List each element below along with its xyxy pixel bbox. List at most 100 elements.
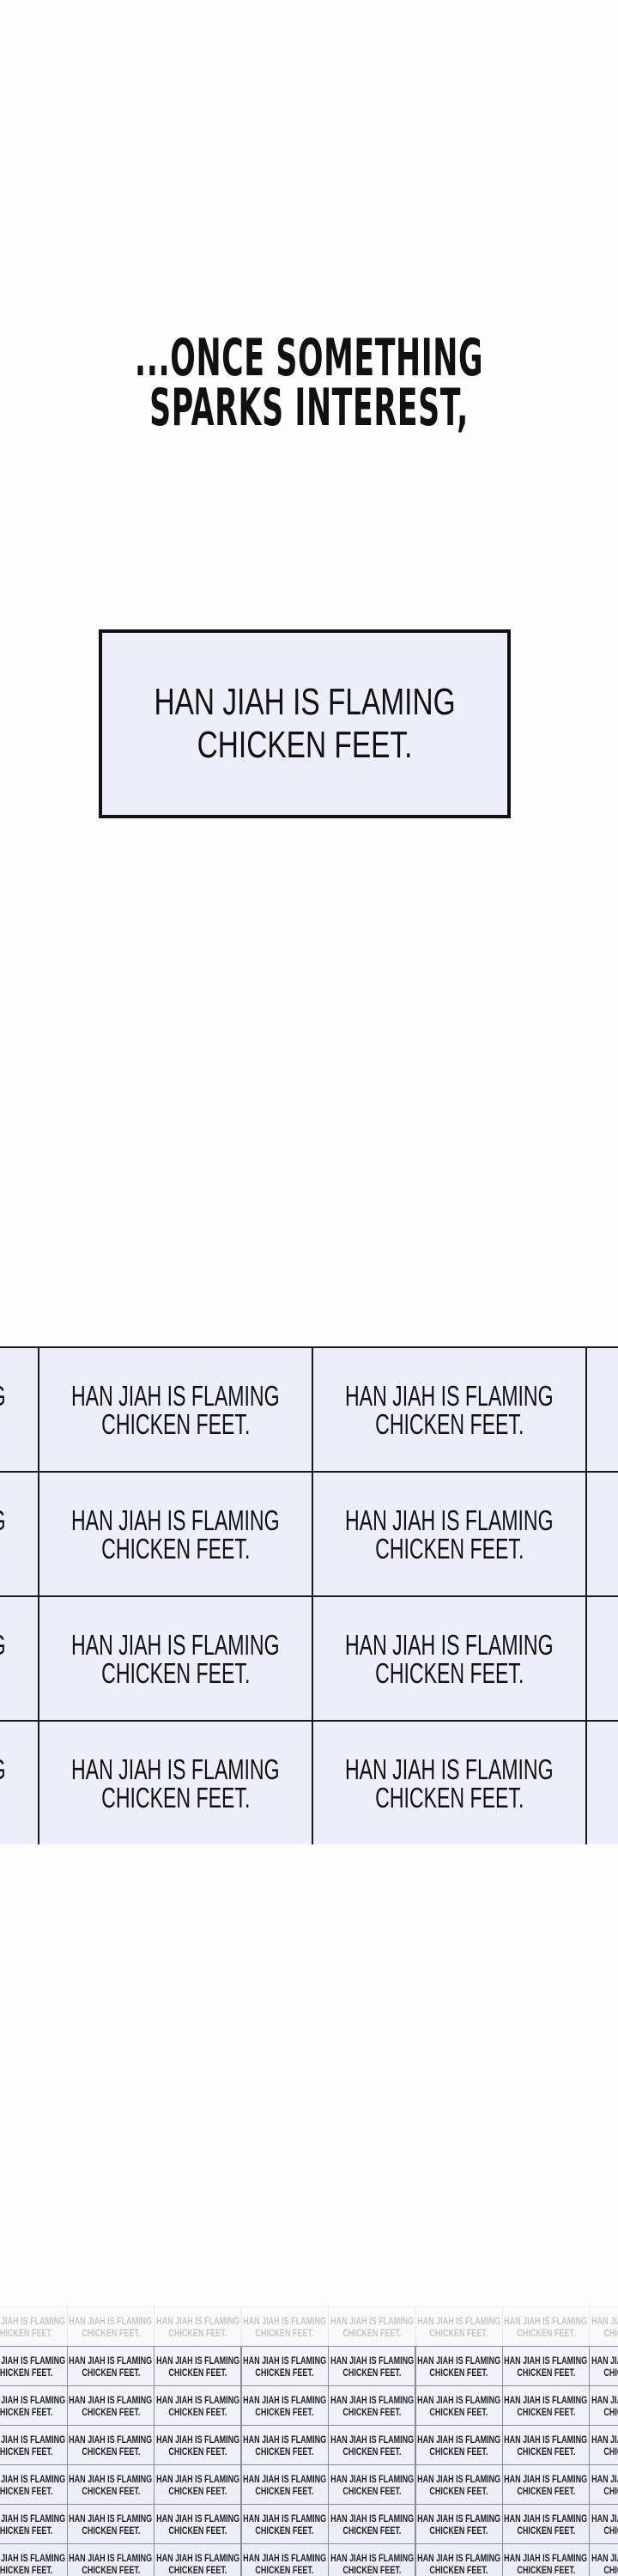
- tile-line2: CHICKEN FEET.: [255, 2366, 314, 2379]
- tile-line1: HAN JIAH IS FLAMING: [504, 2314, 588, 2327]
- tile-line2: CHICKEN FEET.: [255, 2524, 314, 2537]
- tile-line1: HAN JIAH IS FLAMING: [591, 2551, 618, 2564]
- tile-line1: HAN JIAH IS FLAMING: [71, 1504, 280, 1536]
- tile-line2: CHICKEN FEET.: [342, 2366, 402, 2379]
- tile-line1: HAN JIAH IS FLAMING: [504, 2354, 588, 2366]
- tile-line1: HAN JIAH IS FLAMING: [155, 2393, 239, 2406]
- tile-line2: CHICKEN FEET.: [342, 2484, 402, 2497]
- tile-line2: CHICKEN FEET.: [516, 2366, 576, 2379]
- tile-line1: HAN JIAH IS FLAMING: [69, 2472, 153, 2485]
- tile-line1: HAN JIAH IS FLAMING: [345, 1628, 554, 1661]
- tile-line2: CHICKEN FEET.: [516, 2405, 576, 2418]
- tile-line1: HAN JIAH IS FLAMING: [330, 2472, 414, 2485]
- tile-line1: HAN JIAH IS FLAMING: [243, 2314, 327, 2327]
- tile-line1: HAN JIAH IS FLAMING: [504, 2472, 588, 2485]
- tile-line1: HAN JIAH IS FLAMING: [330, 2433, 414, 2445]
- tile-line1: HAN JIAH IS FLAMING: [504, 2512, 588, 2524]
- tile-line2: CHICKEN FEET.: [429, 2366, 488, 2379]
- tile-line1: HAN JIAH IS FLAMING: [330, 2512, 414, 2524]
- tile-line1: HAN JIAH IS FLAMING: [243, 2433, 327, 2445]
- tile-line2: CHICKEN FEET.: [429, 2484, 488, 2497]
- tile-line2: CHICKEN FEET.: [603, 2445, 618, 2458]
- tile-line2: CHICKEN FEET.: [100, 1532, 251, 1564]
- tile-line2: CHICKEN FEET.: [429, 2326, 488, 2339]
- tile-line2: CHICKEN FEET.: [81, 2326, 141, 2339]
- tile-line1: HAN JIAH IS FLAMING: [591, 2472, 618, 2485]
- tile-line2: CHICKEN FEET.: [374, 1781, 524, 1814]
- tile-line2: CHICKEN FEET.: [100, 1407, 251, 1440]
- tile-line2: CHICKEN FEET.: [342, 2524, 402, 2537]
- tile-line1: HAN JIAH IS FLAMING: [0, 2314, 66, 2327]
- tile-line2: CHICKEN FEET.: [516, 2445, 576, 2458]
- tile-line2: CHICKEN FEET.: [516, 2484, 576, 2497]
- tile-line1: HAN JIAH IS FLAMING: [417, 2314, 501, 2327]
- tile-line1: HAN JIAH IS FLAMING: [417, 2472, 501, 2485]
- tile-line1: HAN JIAH IS FLAMING: [417, 2551, 501, 2564]
- tile-line2: CHICKEN FEET.: [603, 2326, 618, 2339]
- tile-line1: HAN JIAH IS FLAMING: [71, 1753, 280, 1785]
- tile-line1: HAN JIAH IS FLAMING: [0, 2433, 66, 2445]
- tile-line2: CHICKEN FEET.: [81, 2524, 141, 2537]
- tile-line1: HAN JIAH IS FLAMING: [0, 1631, 6, 1659]
- tile-line2: CHICKEN FEET.: [0, 2484, 53, 2497]
- tile-line2: CHICKEN FEET.: [81, 2405, 141, 2418]
- caption-line-1: ...ONCE SOMETHING: [134, 328, 484, 388]
- tile-line2: CHICKEN FEET.: [168, 2326, 227, 2339]
- tile-line2: CHICKEN FEET.: [516, 2563, 576, 2576]
- tile-line2: CHICKEN FEET.: [342, 2445, 402, 2458]
- tile-line1: HAN JIAH IS FLAMING: [345, 1504, 554, 1536]
- tile-line1: HAN JIAH IS FLAMING: [504, 2433, 588, 2445]
- tile-line1: HAN JIAH IS FLAMING: [71, 1628, 280, 1661]
- tile-line1: HAN JIAH IS FLAMING: [71, 1379, 280, 1412]
- tile-line1: HAN JIAH IS FLAMING: [417, 2393, 501, 2406]
- tile-line2: CHICKEN FEET.: [100, 1656, 251, 1689]
- tile-line1: HAN JIAH IS FLAMING: [0, 2512, 66, 2524]
- tile-line2: CHICKEN FEET.: [81, 2563, 141, 2576]
- tile-line2: CHICKEN FEET.: [603, 2484, 618, 2497]
- tile-line1: HAN JIAH IS FLAMING: [0, 2551, 66, 2564]
- tile-line2: CHICKEN FEET.: [81, 2445, 141, 2458]
- tile-line2: CHICKEN FEET.: [81, 2366, 141, 2379]
- tile-line1: HAN JIAH IS FLAMING: [69, 2512, 153, 2524]
- narration-caption: ...ONCE SOMETHING SPARKS INTEREST,: [0, 328, 618, 434]
- tile-line2: CHICKEN FEET.: [516, 2326, 576, 2339]
- tile-line1: HAN JIAH IS FLAMING: [591, 2433, 618, 2445]
- tile-line2: CHICKEN FEET.: [255, 2405, 314, 2418]
